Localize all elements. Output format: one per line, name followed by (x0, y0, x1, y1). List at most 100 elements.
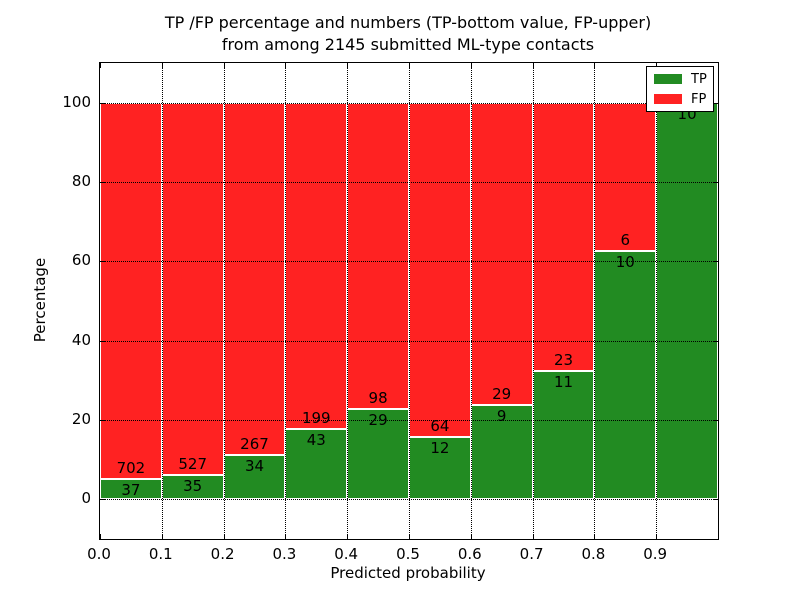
y-tick-label-60: 60 (71, 251, 91, 270)
xtick-top-0.7 (532, 63, 534, 68)
chart-title-line2: from among 2145 submitted ML-type contac… (221, 35, 595, 54)
xtick-top-0.1 (161, 63, 163, 68)
legend-swatch-FP (654, 94, 682, 104)
tp-count-label-0.8-0.9: 10 (615, 253, 635, 272)
x-axis-label: Predicted probability (330, 564, 486, 582)
gridline-x-0.9 (656, 63, 658, 539)
bar-fp-0.5-0.6 (409, 102, 471, 437)
fp-count-label-0.5-0.6: 64 (430, 416, 450, 435)
bar-fp-0.8-0.9 (594, 102, 657, 252)
xtick-bottom-0.3 (285, 534, 287, 539)
fp-count-label-0.6-0.7: 29 (492, 385, 512, 404)
tp-count-label-0.0-0.1: 37 (121, 481, 141, 500)
bar-tp-0.2-0.3 (223, 454, 286, 500)
x-tick-label-0.2: 0.2 (210, 545, 235, 563)
xtick-top-0 (100, 63, 101, 68)
chart-title-line1: TP /FP percentage and numbers (TP-bottom… (164, 13, 652, 32)
gridline-x-0.7 (532, 63, 534, 539)
xtick-bottom-0.1 (161, 534, 163, 539)
ytick-left-60 (100, 261, 105, 263)
bar-fp-0.4-0.5 (347, 102, 409, 409)
ytick-left-100 (100, 102, 105, 104)
ytick-right-20 (713, 420, 718, 421)
bar-fp-0.2-0.3 (223, 102, 286, 455)
ytick-right-100 (713, 102, 718, 104)
tp-count-label-0.7-0.8: 11 (553, 373, 574, 391)
x-tick-label-0.4: 0.4 (334, 545, 359, 563)
xtick-top-0.2 (223, 63, 225, 68)
fp-count-label-0.4-0.5: 98 (368, 388, 388, 407)
y-tick-label-0: 0 (81, 489, 91, 508)
bar-fp-0.0-0.1 (100, 102, 162, 480)
ytick-right-40 (713, 340, 718, 342)
legend-label-FP: FP (691, 91, 707, 107)
bar-tp-0.1-0.2 (161, 474, 224, 500)
gridline-x-0.2 (223, 63, 225, 539)
bar-fp-0.1-0.2 (161, 102, 224, 475)
bar-fp-0.6-0.7 (470, 102, 533, 406)
bar-fp-0.3-0.4 (285, 102, 348, 429)
xtick-top-0.9 (656, 63, 658, 68)
gridline-x-0.4 (347, 63, 349, 539)
legend-swatch-TP (654, 74, 682, 84)
xtick-bottom-0.2 (223, 534, 225, 539)
fp-count-label-0.2-0.3: 267 (240, 434, 269, 453)
xtick-top-0.3 (285, 63, 287, 68)
fp-count-label-0.8-0.9: 6 (620, 231, 631, 250)
x-tick-label-0.5: 0.5 (396, 545, 420, 563)
ytick-right-80 (713, 182, 718, 183)
gridline-x-0.1 (161, 63, 163, 539)
x-tick-label-0.7: 0.7 (519, 545, 544, 563)
tp-count-label-0.1-0.2: 35 (183, 476, 203, 495)
fp-count-label-0.7-0.8: 23 (553, 351, 574, 369)
gridline-x-0.3 (285, 63, 287, 539)
xtick-top-0.5 (409, 63, 410, 68)
xtick-bottom-0.4 (347, 534, 349, 539)
bar-tp-0.3-0.4 (285, 428, 348, 500)
tp-count-label-0.3-0.4: 43 (306, 430, 326, 449)
gridline-x-0.8 (594, 63, 596, 539)
legend-label-TP: TP (691, 71, 707, 87)
xtick-bottom-0.6 (470, 534, 472, 539)
x-tick-label-0.8: 0.8 (581, 545, 606, 563)
tp-count-label-0.4-0.5: 29 (368, 410, 388, 429)
xtick-top-0.8 (594, 63, 596, 68)
xtick-bottom-0.5 (409, 534, 410, 539)
ytick-left-40 (100, 340, 105, 342)
x-tick-label-0.9: 0.9 (643, 545, 668, 563)
y-tick-label-20: 20 (71, 410, 91, 428)
ytick-left-80 (100, 182, 105, 183)
legend: TP FP (646, 66, 714, 112)
legend-item-TP: TP (654, 71, 707, 87)
ytick-right-0 (713, 499, 718, 501)
ytick-left-0 (100, 499, 105, 501)
tp-count-label-0.6-0.7: 9 (496, 407, 507, 426)
ytick-right-60 (713, 261, 718, 263)
xtick-bottom-0.7 (532, 534, 534, 539)
bar-fp-0.7-0.8 (532, 102, 595, 371)
xtick-top-0.6 (470, 63, 472, 68)
y-tick-label-40: 40 (71, 330, 91, 349)
fp-count-label-0.1-0.2: 527 (178, 454, 208, 473)
tp-count-label-0.2-0.3: 34 (244, 456, 265, 475)
y-axis-label: Percentage (31, 257, 49, 343)
ytick-left-20 (100, 420, 105, 421)
fp-count-label-0.0-0.1: 702 (116, 459, 146, 478)
gridline-x-0.6 (470, 63, 472, 539)
plot-area: 702 37 527 35 267 34 199 43 98 29 64 12 29 9 23 11 6 10 10 (99, 62, 719, 540)
fp-count-label-0.3-0.4: 199 (301, 408, 331, 427)
legend-item-FP: FP (654, 93, 706, 106)
x-tick-label-0.1: 0.1 (148, 545, 173, 563)
bar-tp-0.8-0.9 (594, 251, 657, 500)
chart-title: TP /FP percentage and numbers (TP-bottom… (99, 12, 717, 56)
x-tick-label-0.3: 0.3 (272, 545, 297, 563)
x-tick-label-0.0: 0.0 (87, 545, 111, 563)
bar-tp-0.9-1.0 (656, 102, 718, 500)
tp-count-label-0.5-0.6: 12 (430, 438, 450, 457)
xtick-bottom-0.9 (656, 534, 658, 539)
gridline-x-0.5 (409, 63, 410, 539)
xtick-top-0.4 (347, 63, 349, 68)
y-tick-label-100: 100 (62, 92, 91, 111)
bar-tp-0.7-0.8 (532, 371, 595, 500)
